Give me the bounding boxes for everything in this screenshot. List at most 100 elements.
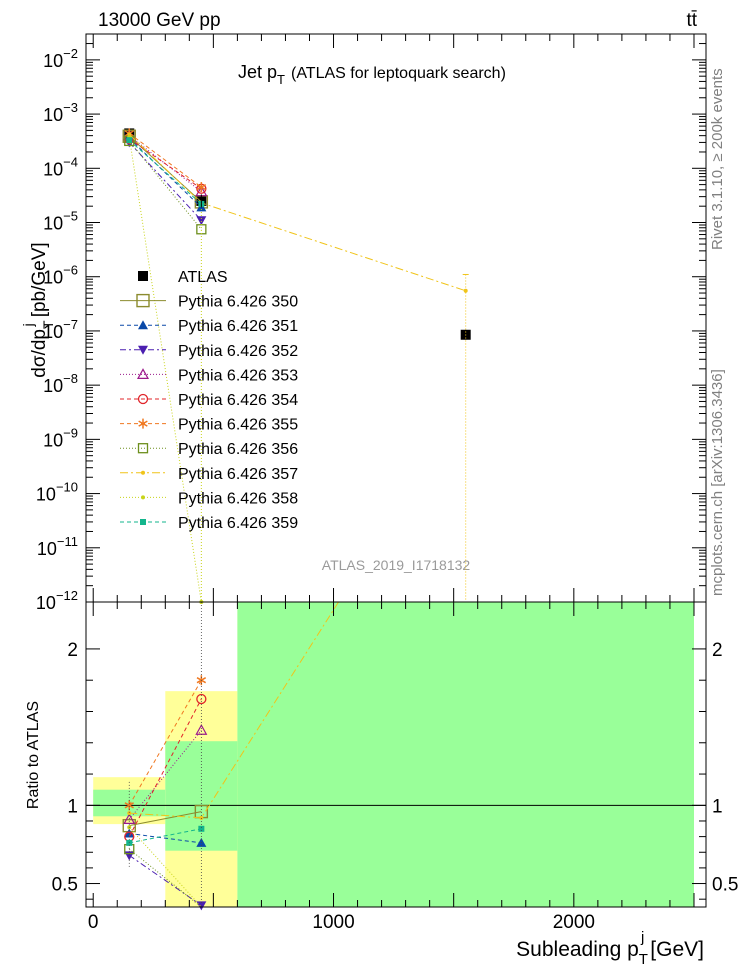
mcplots-label: mcplots.cern.ch [arXiv:1306.3436]: [709, 369, 726, 596]
legend: ATLAS Pythia 6.426 350 Pythia 6.426 351 Pyt…: [120, 269, 298, 532]
ratio-y-axis-label: Ratio to ATLAS: [25, 701, 42, 809]
y-tick-label: 10−5: [43, 209, 78, 234]
data-point: [196, 216, 207, 226]
main-x-axis: [92, 34, 695, 602]
legend-label: Pythia 6.426 357: [178, 466, 298, 483]
legend-label: Pythia 6.426 353: [178, 367, 298, 384]
ratio-y-axis: 0.5 0.5 1 1 2 2: [52, 640, 738, 900]
data-point: [127, 811, 132, 816]
ratio-line: [128, 729, 202, 820]
legend-label: Pythia 6.426 352: [178, 343, 298, 360]
ratio-y-tick-label-right: 1: [712, 796, 723, 817]
legend-entry: Pythia 6.426 357: [120, 466, 298, 483]
ratio-line: [128, 679, 202, 806]
legend-entry: Pythia 6.426 353: [120, 367, 298, 384]
ratio-line: [128, 854, 202, 906]
main-series-group: [122, 128, 471, 604]
ratio-band-green: [237, 602, 694, 907]
data-point: [196, 693, 207, 705]
series-line: [128, 140, 202, 230]
x-tick-label: 1000: [312, 912, 354, 933]
series-line: [128, 134, 466, 292]
ratio-line: [129, 828, 202, 844]
ratio-plot-frame: [85, 601, 707, 908]
main-y-axis-label: dσ/dpTj[pb/GeV]: [20, 242, 56, 377]
data-point: [463, 288, 468, 293]
legend-entry: Pythia 6.426 350: [120, 294, 298, 311]
data-point: [141, 470, 145, 475]
x-tick-label: 0: [88, 912, 99, 933]
data-point: [126, 137, 133, 144]
analysis-id-label: ATLAS_2019_I1718132: [322, 557, 471, 573]
ratio-series-pythia-6-426-357: [127, 601, 339, 820]
ratio-series-pythia-6-426-354: [124, 693, 207, 842]
series-pythia-6-426-355: [124, 128, 207, 193]
main-y-axis: 10−12 10−11 10−10 10−9 10−8 10−7 10−6 10−5 10−4 1…: [36, 43, 706, 613]
y-tick-label: 10−8: [43, 371, 78, 396]
y-tick-label: 10−2: [43, 46, 78, 71]
ratio-error-bars: [128, 602, 202, 906]
data-point: [136, 293, 150, 308]
legend-entry: Pythia 6.426 354: [120, 392, 298, 409]
data-point: [198, 825, 205, 832]
ratio-uncertainty-bands: [93, 602, 694, 907]
ratio-line: [129, 832, 202, 844]
energy-label: 13000 GeV pp: [98, 10, 221, 31]
legend-entry: Pythia 6.426 352: [120, 343, 298, 360]
data-point: [124, 800, 134, 811]
x-tick-label: 2000: [553, 912, 595, 933]
ratio-y-tick-label-right: 0.5: [712, 875, 738, 896]
legend-label: Pythia 6.426 355: [178, 417, 298, 434]
ratio-line: [128, 848, 202, 908]
data-point: [138, 418, 148, 429]
y-tick-label: 10−6: [43, 263, 78, 288]
ratio-band-green: [165, 741, 238, 851]
y-tick-label: 10−12: [36, 588, 78, 613]
series-line: [128, 139, 202, 205]
data-point: [137, 393, 149, 405]
series-pythia-6-426-359: [126, 137, 205, 207]
ratio-panel: 0.5 0.5 1 1 2 2 0 1000 2000 Ratio to ATLAS Subl…: [25, 601, 738, 968]
legend-label: Pythia 6.426 356: [178, 441, 298, 458]
legend-entry: Pythia 6.426 359: [120, 515, 298, 532]
data-point: [196, 224, 207, 235]
legend-label: Pythia 6.426 354: [178, 392, 298, 409]
data-point: [140, 519, 146, 525]
legend-label: Pythia 6.426 358: [178, 490, 298, 507]
data-point: [136, 368, 150, 379]
x-axis-label: Subleading pTj[GeV]: [516, 929, 704, 968]
y-tick-label: 10−10: [36, 480, 78, 505]
data-point: [137, 443, 149, 454]
ratio-y-tick-label: 1: [67, 796, 78, 817]
data-point: [199, 815, 204, 820]
series-line: [128, 133, 202, 188]
ratio-y-tick-label-right: 2: [712, 640, 723, 661]
ratio-y-tick-label: 0.5: [52, 875, 78, 896]
data-point: [141, 495, 145, 500]
ratio-y-tick-label: 2: [67, 640, 78, 661]
process-label: tt̄: [686, 10, 697, 31]
data-point: [124, 851, 135, 861]
series-line: [128, 137, 202, 208]
ratio-line: [129, 601, 339, 819]
data-point: [123, 813, 136, 825]
series-line: [128, 136, 202, 603]
legend-entry: Pythia 6.426 351: [120, 318, 298, 335]
legend-entry: Pythia 6.426 358: [120, 490, 298, 507]
legend-entry: Pythia 6.426 355: [120, 417, 298, 434]
legend-label: Pythia 6.426 351: [178, 318, 298, 335]
y-tick-label: 10−4: [43, 154, 78, 179]
error-bars: [200, 194, 469, 602]
legend-entry: ATLAS: [138, 269, 228, 286]
main-title: Jet pT (ATLAS for leptoquark search): [238, 62, 506, 87]
legend-entry: Pythia 6.426 356: [120, 441, 298, 458]
ratio-x-axis: 0 1000 2000: [88, 602, 695, 933]
ratio-series-group: [122, 601, 339, 911]
data-point: [138, 345, 148, 355]
data-point: [196, 901, 207, 911]
data-point: [138, 271, 148, 281]
series-pythia-6-426-351: [124, 133, 207, 212]
data-point: [196, 182, 207, 193]
series-line: [128, 138, 202, 190]
